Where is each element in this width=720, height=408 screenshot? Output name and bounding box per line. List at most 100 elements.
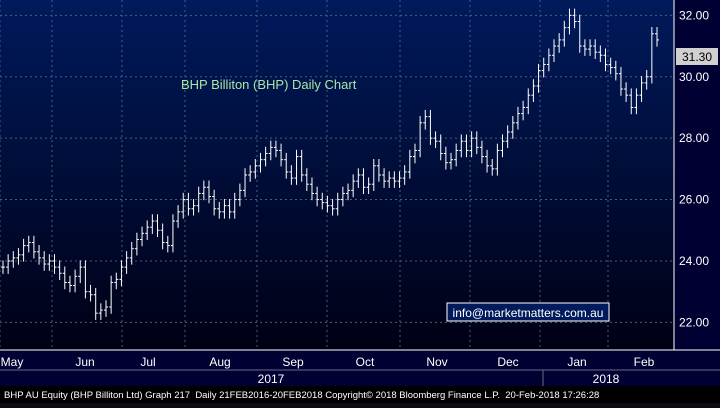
- price-bar: [227, 198, 232, 219]
- price-bar: [150, 214, 155, 234]
- price-bar: [412, 143, 417, 164]
- price-bar: [304, 168, 309, 191]
- price-bar: [57, 260, 62, 280]
- price-bar: [155, 214, 160, 238]
- price-bar: [510, 116, 515, 139]
- x-tick-label: Jun: [75, 355, 94, 369]
- price-bar: [37, 245, 42, 265]
- price-bar: [644, 70, 649, 90]
- price-bar: [52, 254, 57, 274]
- price-bar: [402, 165, 407, 185]
- price-bar: [145, 220, 150, 241]
- y-tick-label: 26.00: [679, 193, 709, 207]
- price-bar: [392, 171, 397, 188]
- price-bar: [299, 149, 304, 182]
- price-bar: [315, 186, 320, 207]
- price-bar: [351, 174, 356, 198]
- price-bar: [546, 48, 551, 72]
- price-bar: [598, 45, 603, 63]
- price-bar: [134, 232, 139, 256]
- price-bar: [42, 251, 47, 271]
- price-bar: [356, 168, 361, 188]
- x-tick-label: Sep: [282, 355, 304, 369]
- price-bar: [263, 146, 268, 167]
- year-label-2017: 2017: [258, 372, 285, 386]
- price-bar: [93, 287, 98, 320]
- price-bar: [103, 300, 108, 317]
- y-tick-labels: 22.00 24.00 26.00 28.00 30.00 32.00: [679, 8, 709, 329]
- price-bar: [325, 195, 330, 213]
- price-bar: [634, 88, 639, 115]
- price-bar: [454, 143, 459, 167]
- chart-title: BHP Billiton (BHP) Daily Chart: [181, 77, 357, 92]
- y-tick-label: 32.00: [679, 8, 709, 22]
- gridlines: [0, 0, 674, 350]
- x-tick-label: Feb: [634, 355, 655, 369]
- price-bar: [273, 140, 278, 158]
- price-bar: [26, 235, 31, 253]
- price-bar: [655, 27, 659, 47]
- price-bar: [490, 159, 495, 176]
- price-bar: [88, 284, 93, 302]
- price-bar: [62, 266, 67, 290]
- price-bar: [181, 192, 186, 219]
- price-bar: [639, 76, 644, 102]
- price-bar: [340, 186, 345, 207]
- price-bar: [428, 109, 433, 145]
- price-bar: [253, 159, 258, 179]
- price-bar: [284, 152, 289, 179]
- price-bar: [433, 131, 438, 148]
- price-bar: [232, 192, 237, 219]
- price-bar: [464, 134, 469, 158]
- x-tick-labels: May Jun Jul Aug Sep Oct Nov Dec Jan Feb: [1, 355, 655, 369]
- price-bar: [191, 198, 196, 216]
- price-bar: [459, 134, 464, 158]
- price-bar: [196, 186, 201, 213]
- price-bar: [83, 260, 88, 299]
- price-bar: [629, 88, 634, 115]
- price-bar: [521, 100, 526, 121]
- price-bar: [201, 180, 206, 201]
- price-bar: [248, 165, 253, 182]
- year-separators: [0, 369, 720, 386]
- price-bar: [11, 251, 16, 268]
- price-bar: [387, 171, 392, 188]
- price-bar: [479, 140, 484, 164]
- price-bar: [469, 131, 474, 158]
- price-bar: [624, 82, 629, 102]
- price-bar: [443, 146, 448, 170]
- price-bar: [449, 152, 454, 170]
- y-tick-label: 22.00: [679, 315, 709, 329]
- price-bar: [47, 254, 52, 271]
- price-bar: [552, 39, 557, 63]
- price-bar: [119, 260, 124, 287]
- price-bar: [222, 198, 227, 219]
- price-bar: [78, 260, 83, 284]
- price-bar: [505, 125, 510, 148]
- watermark-box: info@marketmatters.com.au: [446, 302, 610, 322]
- price-bar: [258, 152, 263, 173]
- price-bar: [1, 260, 5, 274]
- price-bar: [382, 168, 387, 188]
- price-bar: [124, 251, 129, 274]
- price-bar: [243, 168, 248, 198]
- price-bar: [536, 63, 541, 93]
- x-tick-label: Oct: [356, 355, 375, 369]
- price-bar: [485, 149, 490, 173]
- price-bar: [294, 149, 299, 185]
- x-tick-label: Dec: [497, 355, 518, 369]
- price-bar: [114, 272, 119, 290]
- price-bar: [376, 159, 381, 182]
- plot-area: [0, 0, 674, 350]
- price-bar: [67, 275, 72, 293]
- price-bar: [335, 192, 340, 216]
- price-bar: [217, 202, 222, 219]
- price-bar: [170, 214, 175, 253]
- price-bar: [73, 269, 78, 293]
- price-bar: [109, 275, 114, 314]
- price-bar: [289, 165, 294, 185]
- price-bar: [366, 177, 371, 195]
- last-price-label: 31.30: [682, 50, 712, 64]
- x-tick-label: Jan: [567, 355, 586, 369]
